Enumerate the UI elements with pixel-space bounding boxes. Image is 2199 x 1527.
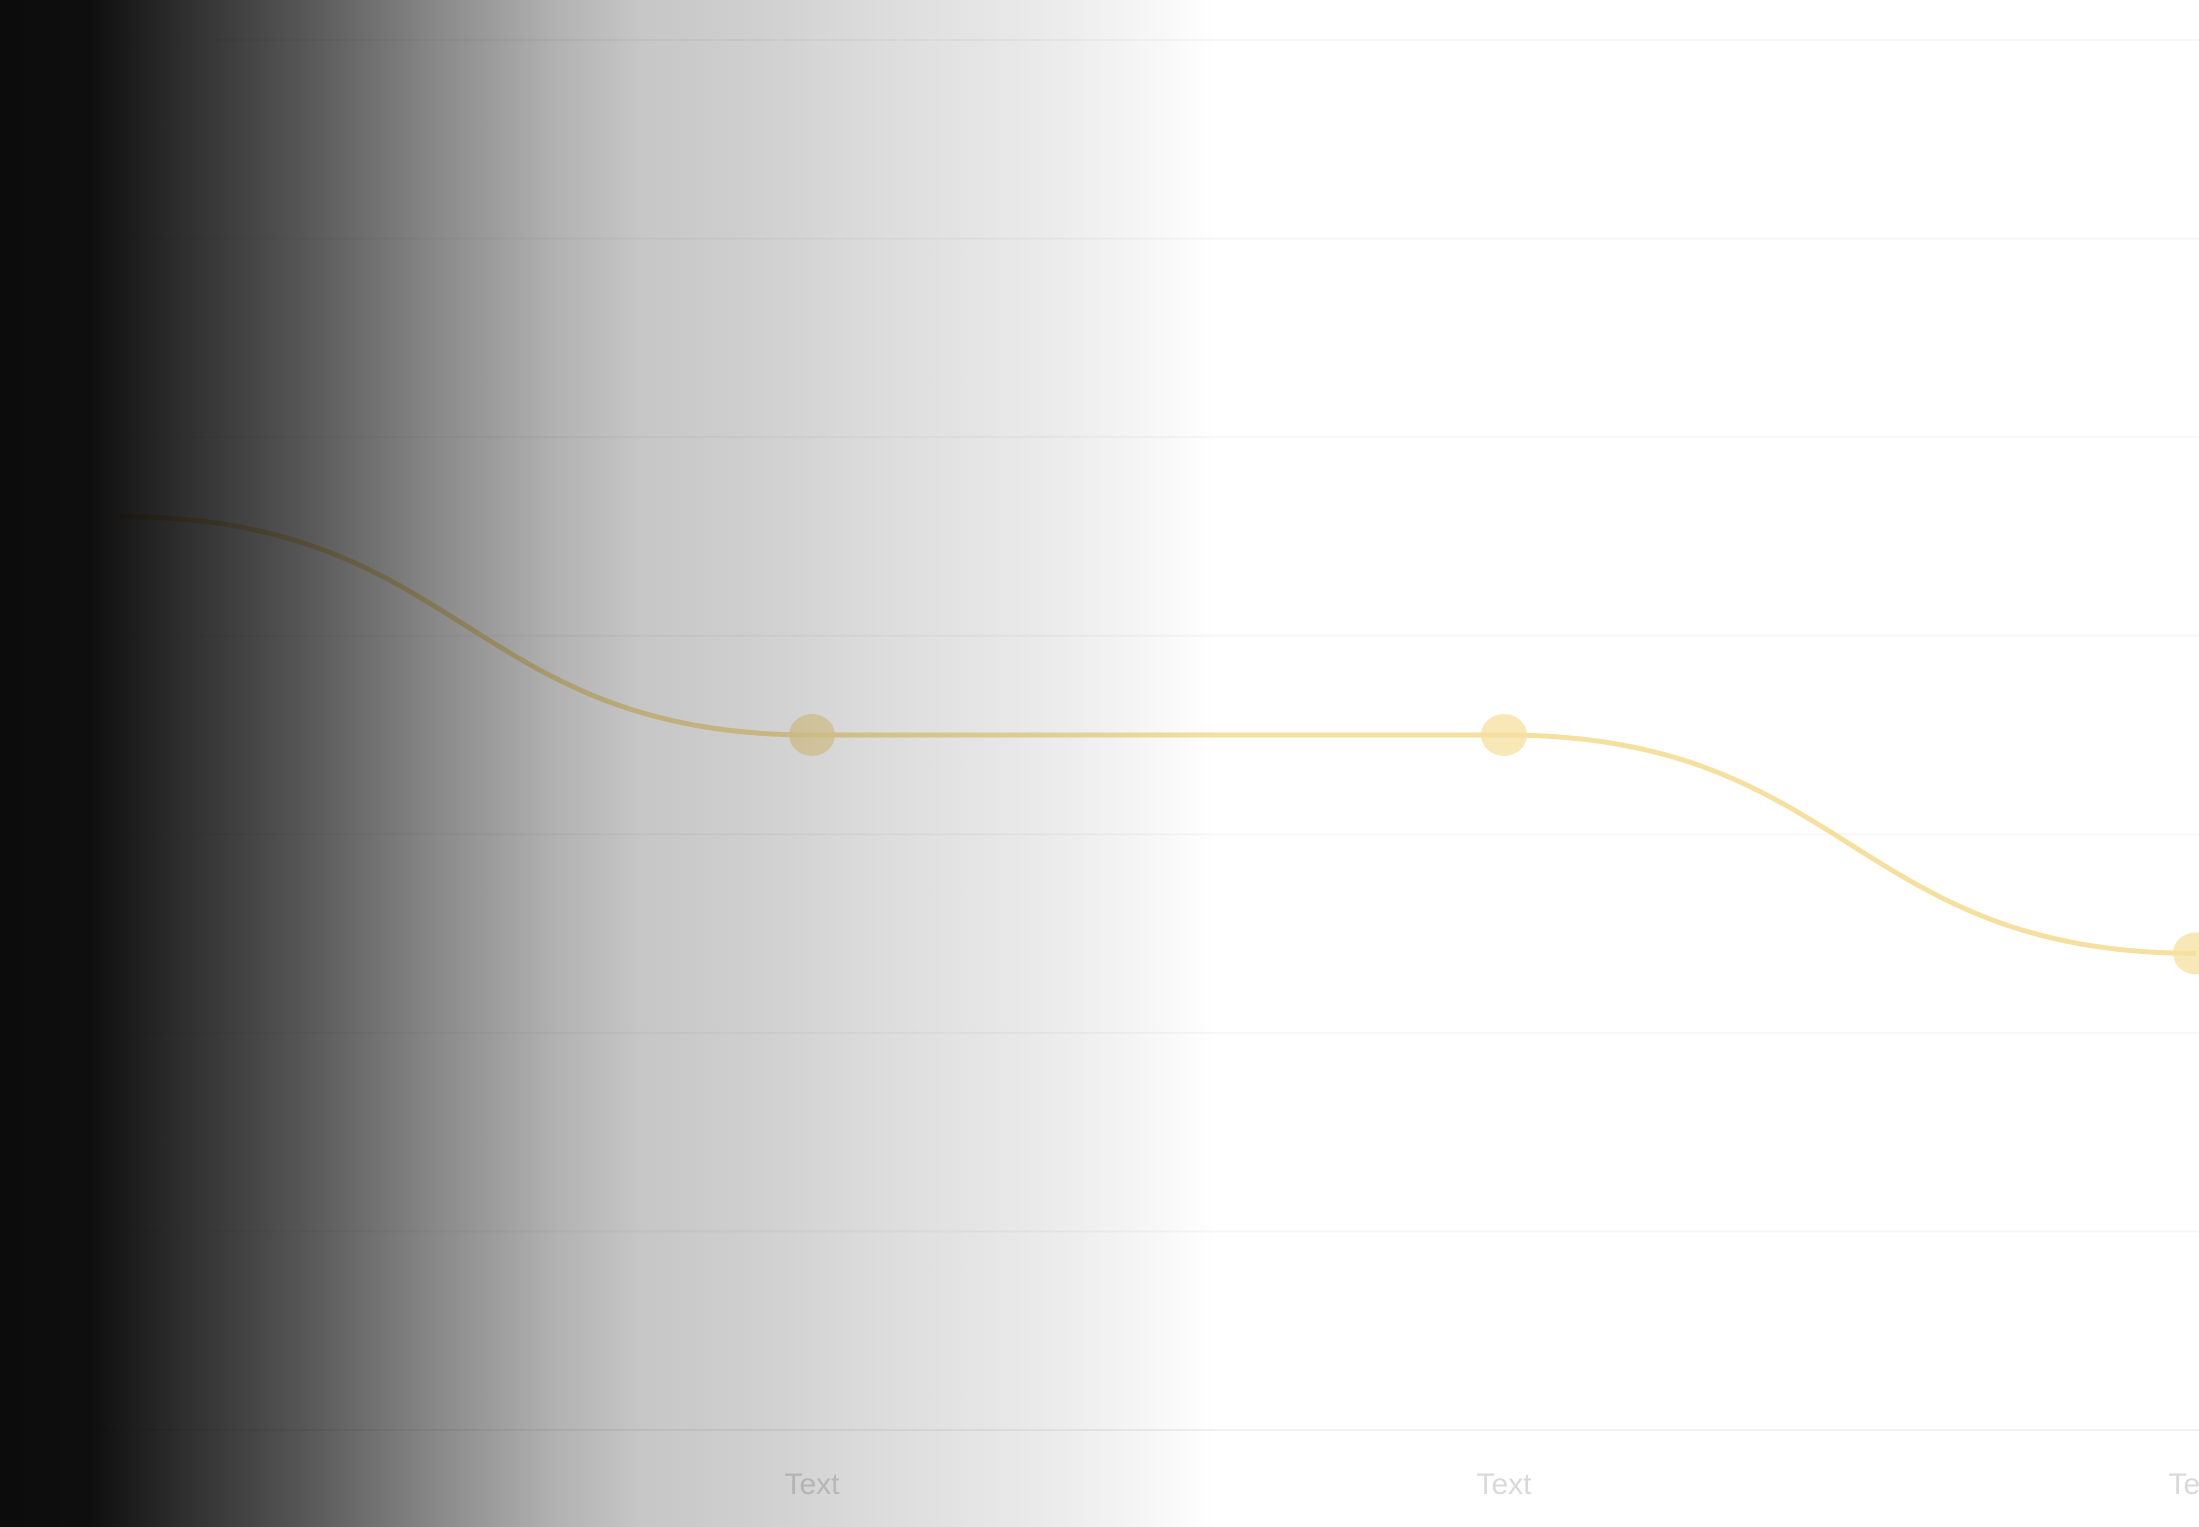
series-line <box>119 514 2197 956</box>
data-point[interactable] <box>789 714 835 756</box>
data-point[interactable] <box>2173 932 2199 975</box>
data-point[interactable] <box>1481 714 1527 756</box>
series <box>119 514 2199 975</box>
x-tick-label: Text <box>2168 1468 2199 1501</box>
x-tick-label: Text <box>1476 1468 1532 1501</box>
x-axis: Text Text Text <box>784 1468 2199 1501</box>
x-tick-label: Text <box>784 1468 840 1501</box>
